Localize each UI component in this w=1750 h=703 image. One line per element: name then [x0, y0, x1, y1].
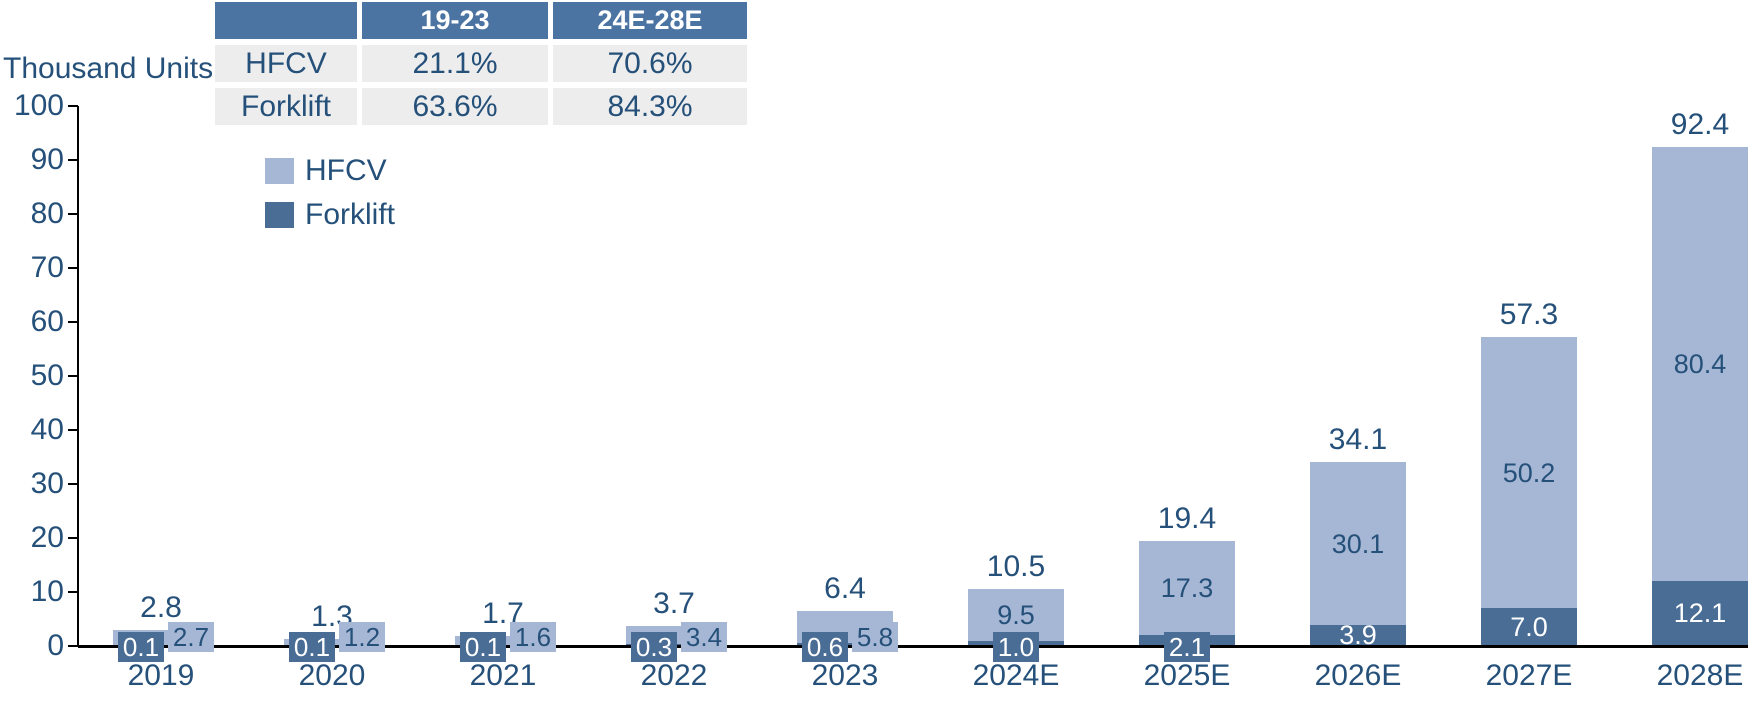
hfcv-segment-label: 3.4	[681, 622, 727, 652]
cagr-value-cell: 21.1%	[362, 45, 548, 82]
hfcv-segment-label: 1.2	[339, 622, 385, 652]
y-axis-tick	[68, 105, 78, 107]
cagr-header-row: 19-23 24E-28E	[215, 2, 747, 39]
bar-total-label: 57.3	[1499, 298, 1559, 332]
hfcv-legend-swatch	[265, 158, 294, 184]
y-axis-tick	[68, 159, 78, 161]
forklift-segment-label: 1.0	[993, 632, 1039, 662]
bar-segment-hfcv	[1139, 541, 1235, 635]
bar-total-label: 1.7	[482, 597, 524, 631]
forklift-segment-label: 0.1	[289, 632, 335, 662]
cagr-header-cell: 19-23	[362, 2, 548, 39]
x-axis-label: 2024E	[972, 659, 1060, 692]
bar-segment-hfcv	[1310, 462, 1406, 625]
legend: HFCV Forklift	[265, 156, 395, 230]
bar-total-label: 2.8	[140, 591, 182, 625]
bar-total-label: 6.4	[824, 572, 866, 606]
cagr-table-row: Forklift 63.6% 84.3%	[215, 88, 747, 125]
bar-segment-forklift	[1310, 624, 1406, 646]
cagr-row-label: HFCV	[215, 45, 357, 82]
y-axis-tick-label: 60	[30, 305, 64, 338]
y-axis-tick	[68, 321, 78, 323]
bar-total-label: 10.5	[986, 550, 1046, 584]
y-axis-tick-label: 0	[47, 629, 64, 662]
bar-segment-forklift	[1652, 580, 1748, 646]
y-axis-tick	[68, 267, 78, 269]
hfcv-segment-label: 30.1	[1331, 528, 1385, 559]
bar-total-label: 1.3	[311, 599, 353, 633]
bar-segment-hfcv	[1481, 337, 1577, 609]
hfcv-segment-label: 50.2	[1502, 457, 1556, 488]
x-axis-label: 2023	[811, 659, 879, 692]
y-axis-tick-label: 100	[13, 89, 64, 122]
bar-segment-forklift	[1481, 608, 1577, 646]
x-axis-label: 2027E	[1485, 659, 1573, 692]
y-axis-tick-label: 20	[30, 521, 64, 554]
x-axis-label: 2028E	[1656, 659, 1744, 692]
x-axis-label: 2021	[469, 659, 537, 692]
bar-total-label: 92.4	[1670, 107, 1730, 141]
cagr-header-cell: 24E-28E	[553, 2, 747, 39]
x-axis-label: 2020	[298, 659, 366, 692]
y-axis-tick-label: 90	[30, 143, 64, 176]
hfcv-segment-label: 5.8	[852, 622, 898, 652]
hfcv-segment-label: 2.7	[168, 622, 214, 652]
bar-segment-hfcv	[1652, 146, 1748, 581]
y-axis-tick	[68, 213, 78, 215]
x-axis-label: 2026E	[1314, 659, 1402, 692]
y-axis-tick	[68, 483, 78, 485]
hfcv-segment-label: 1.6	[510, 622, 556, 652]
y-axis-tick	[68, 645, 78, 647]
y-axis-tick	[68, 375, 78, 377]
x-axis-line	[78, 645, 1748, 648]
legend-label: Forklift	[305, 198, 395, 231]
forklift-segment-label: 2.1	[1164, 632, 1210, 662]
y-axis-tick-label: 10	[30, 575, 64, 608]
cagr-table-row: HFCV 21.1% 70.6%	[215, 45, 747, 82]
y-axis-tick	[68, 537, 78, 539]
y-axis-tick-label: 30	[30, 467, 64, 500]
bar-total-label: 3.7	[653, 587, 695, 621]
forklift-segment-label: 0.6	[802, 632, 848, 662]
y-axis-tick-label: 50	[30, 359, 64, 392]
x-axis-label: 2025E	[1143, 659, 1231, 692]
y-axis-line	[77, 106, 79, 646]
x-axis-label: 2022	[640, 659, 708, 692]
hfcv-segment-label: 17.3	[1160, 572, 1214, 603]
hfcv-segment-label: 9.5	[997, 599, 1035, 630]
y-axis-tick-label: 40	[30, 413, 64, 446]
bar-total-label: 19.4	[1157, 502, 1217, 536]
cagr-header-cell	[215, 2, 357, 39]
bar-total-label: 34.1	[1328, 423, 1388, 457]
legend-item: HFCV	[265, 156, 395, 186]
forklift-segment-label: 12.1	[1673, 598, 1727, 629]
cagr-value-cell: 84.3%	[553, 88, 747, 125]
y-axis-title: Thousand Units	[3, 52, 214, 85]
legend-item: Forklift	[265, 200, 395, 230]
forklift-segment-label: 0.3	[631, 632, 677, 662]
y-axis-tick-label: 70	[30, 251, 64, 284]
forklift-segment-label: 0.1	[460, 632, 506, 662]
cagr-value-cell: 63.6%	[362, 88, 548, 125]
forklift-segment-label: 0.1	[118, 632, 164, 662]
hfcv-segment-label: 80.4	[1673, 348, 1727, 379]
y-axis-tick	[68, 591, 78, 593]
legend-label: HFCV	[305, 154, 387, 187]
y-axis-tick-label: 80	[30, 197, 64, 230]
forklift-legend-swatch	[265, 202, 294, 228]
cagr-table: 19-23 24E-28E HFCV 21.1% 70.6% Forklift 63.6% 8…	[215, 2, 747, 125]
forklift-segment-label: 7.0	[1510, 612, 1548, 643]
y-axis-tick	[68, 429, 78, 431]
x-axis-label: 2019	[127, 659, 195, 692]
cagr-row-label: Forklift	[215, 88, 357, 125]
cagr-value-cell: 70.6%	[553, 45, 747, 82]
